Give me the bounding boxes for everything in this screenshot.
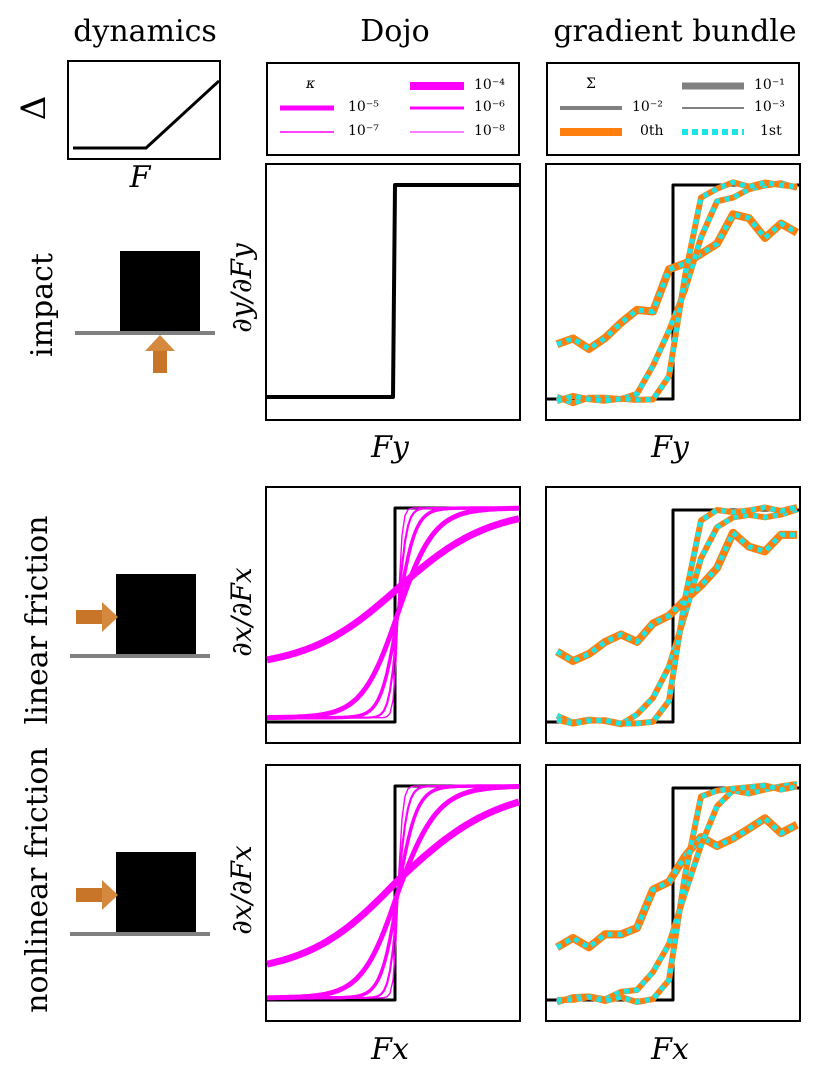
legend-entry: 0th bbox=[640, 123, 664, 139]
dojo-series-4 bbox=[267, 506, 519, 719]
column-header-dojo: Dojo bbox=[360, 14, 430, 49]
kappa-symbol: κ bbox=[306, 76, 316, 92]
row-label-impact: impact bbox=[25, 253, 60, 357]
linear-ylabel: ∂x/∂Fx bbox=[225, 567, 258, 657]
legend-entry: 10⁻⁵ bbox=[348, 99, 379, 115]
impact-dojo-xlabel: Fy bbox=[371, 430, 409, 465]
bundle-first-series-2 bbox=[556, 507, 798, 727]
row-label-nonlinear-friction: nonlinear friction bbox=[20, 747, 55, 1013]
bundle-first-series-3 bbox=[557, 783, 798, 1005]
bundle-first-series-1 bbox=[555, 530, 798, 664]
nonlinear-block bbox=[116, 852, 196, 932]
legend-entry: 10⁻⁴ bbox=[474, 77, 505, 93]
bundle-legend: Σ 10⁻¹ 10⁻² 10⁻³ 0th 1st bbox=[546, 62, 800, 156]
bundle-zeroth-series-3 bbox=[556, 504, 798, 727]
bundle-zeroth-series-2 bbox=[555, 180, 798, 407]
bundle-zeroth-series-1 bbox=[554, 814, 799, 952]
bundle-zeroth-series-3 bbox=[556, 179, 798, 404]
impact-dojo-series bbox=[267, 183, 519, 399]
bundle-legend-swatches bbox=[560, 82, 744, 136]
impact-ylabel: ∂y/∂Fy bbox=[225, 243, 258, 333]
dynamics-plot bbox=[67, 60, 221, 160]
impact-dojo-plot bbox=[265, 163, 521, 421]
dojo-series-5 bbox=[267, 507, 519, 719]
bundle-first-series-2 bbox=[556, 180, 798, 406]
row-label-linear-friction: linear friction bbox=[20, 515, 55, 725]
F-axis-label: F bbox=[129, 160, 151, 195]
bundle-zeroth-series-2 bbox=[555, 506, 798, 728]
reference-step bbox=[267, 506, 519, 724]
up-arrow-icon bbox=[145, 335, 175, 373]
nonlinear-bundle-plot bbox=[545, 764, 801, 1022]
dojo-series-2 bbox=[266, 505, 519, 721]
sigma-symbol: Σ bbox=[586, 76, 596, 92]
nonlinear-dojo-xlabel: Fx bbox=[371, 1032, 409, 1067]
column-header-dynamics: dynamics bbox=[73, 14, 217, 49]
dojo-series-3 bbox=[267, 506, 519, 720]
bundle-zeroth-series-1 bbox=[555, 210, 799, 353]
dynamics-curve bbox=[73, 79, 221, 150]
bundle-first-series-3 bbox=[556, 179, 798, 404]
right-arrow-icon bbox=[76, 880, 118, 910]
column-header-gradient-bundle: gradient bundle bbox=[553, 14, 797, 49]
impact-block bbox=[120, 251, 200, 331]
nonlinear-dojo-plot bbox=[265, 764, 521, 1022]
dojo-series-1 bbox=[266, 515, 520, 664]
legend-entry: 10⁻⁸ bbox=[474, 123, 505, 139]
legend-entry: 10⁻⁶ bbox=[474, 99, 505, 115]
linear-friction-illustration bbox=[70, 574, 210, 658]
legend-entry: 10⁻³ bbox=[754, 99, 785, 115]
delta-axis-label: Δ bbox=[14, 95, 54, 121]
dojo-legend-swatches bbox=[280, 82, 464, 133]
impact-bundle-xlabel: Fy bbox=[651, 430, 689, 465]
impact-bundle-plot bbox=[545, 163, 801, 421]
right-arrow-icon bbox=[76, 602, 118, 632]
legend-entry: 1st bbox=[760, 123, 782, 139]
nonlinear-bundle-xlabel: Fx bbox=[651, 1032, 689, 1067]
bundle-first-series-3 bbox=[556, 504, 798, 727]
legend-entry: 10⁻¹ bbox=[754, 77, 785, 93]
nonlinear-friction-illustration bbox=[70, 852, 210, 936]
dynamics-series bbox=[73, 79, 221, 150]
dojo-series-5 bbox=[267, 785, 519, 999]
dojo-legend: κ 10⁻⁴ 10⁻⁵ 10⁻⁶ 10⁻⁷ 10⁻⁸ bbox=[266, 62, 520, 156]
linear-dojo-plot bbox=[265, 486, 521, 744]
linear-bundle-plot bbox=[545, 486, 801, 744]
impact-illustration bbox=[75, 251, 215, 373]
linear-block bbox=[116, 574, 196, 654]
legend-entry: 10⁻⁷ bbox=[348, 123, 379, 139]
legend-entry: 10⁻² bbox=[632, 99, 663, 115]
nonlinear-ylabel: ∂x/∂Fx bbox=[225, 845, 258, 935]
dojo-series-1 bbox=[266, 798, 521, 968]
